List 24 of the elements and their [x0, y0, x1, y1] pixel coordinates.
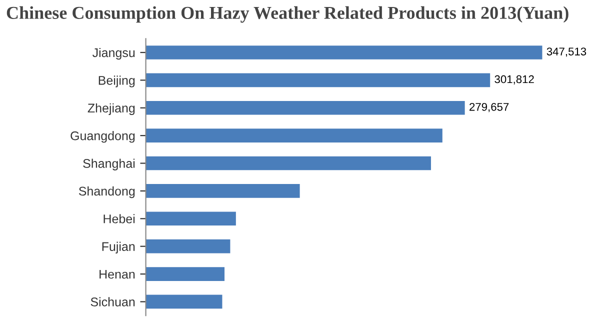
- y-tick-label: Guangdong: [70, 131, 135, 143]
- y-tick-label: Beijing: [98, 76, 135, 88]
- y-tick-label: Sichuan: [90, 297, 135, 306]
- chart-title: Chinese Consumption On Hazy Weather Related Products in 2013(Yuan): [6, 6, 568, 23]
- bar: [146, 212, 236, 226]
- y-tick-label: Zhejiang: [88, 103, 135, 115]
- bar: [146, 128, 442, 142]
- bar: [146, 46, 542, 60]
- bar: [146, 239, 230, 254]
- data-label: 347,513: [546, 48, 586, 57]
- y-tick-label: Henan: [100, 270, 135, 279]
- y-tick-label: Fujian: [102, 242, 135, 254]
- data-label: 301,812: [494, 75, 534, 84]
- bar: [146, 100, 465, 115]
- data-label: 279,657: [470, 102, 509, 112]
- bar: [146, 267, 225, 281]
- y-tick-label: Jiangsu: [92, 48, 135, 60]
- y-tick-label: Shandong: [78, 186, 135, 198]
- bar: [146, 73, 490, 88]
- y-tick-label: Hebei: [104, 214, 135, 224]
- bar: [146, 184, 300, 198]
- bar: [146, 294, 222, 309]
- y-tick-label: Shanghai: [83, 158, 135, 170]
- bar: [146, 156, 431, 170]
